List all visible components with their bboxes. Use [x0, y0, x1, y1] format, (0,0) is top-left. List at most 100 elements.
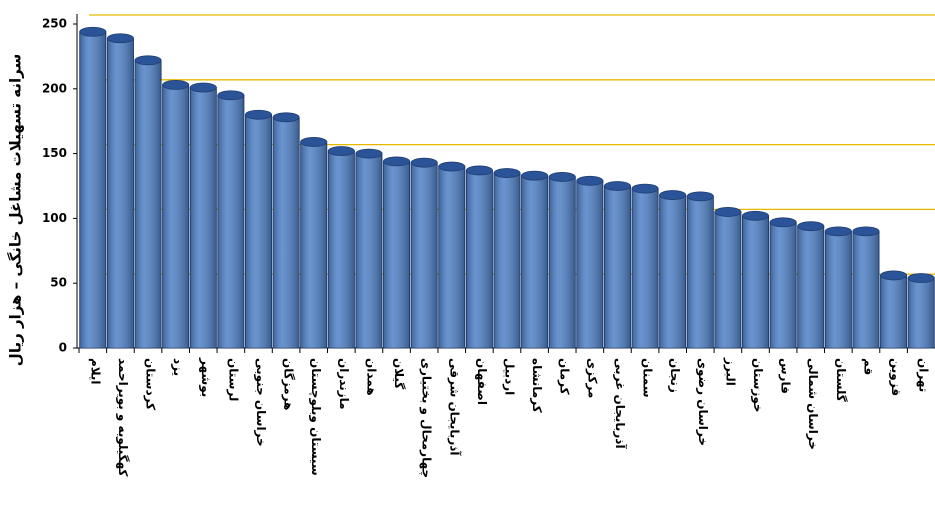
bar-top — [603, 181, 631, 191]
x-tick-label: بوشهر — [198, 357, 213, 397]
bar-shade — [383, 161, 410, 348]
x-tick-label: سمنان — [641, 358, 655, 398]
bar-shade — [466, 170, 493, 348]
bar-top — [217, 90, 245, 101]
bar-shade — [438, 166, 465, 348]
x-tick-label: خراسان شمالی — [806, 358, 820, 450]
bar-shade — [190, 87, 217, 348]
x-tick-label: همدان — [364, 358, 378, 396]
bar-top — [548, 172, 576, 182]
y-tick-label: 200 — [42, 81, 67, 95]
x-tick-label: اردبیل — [503, 358, 517, 395]
y-tick-label: 100 — [42, 211, 67, 225]
x-tick-label: قم — [861, 358, 875, 375]
x-tick-label: سیستان وبلوچستان — [308, 358, 323, 476]
bar-top — [521, 170, 549, 181]
bar-top — [907, 273, 935, 283]
x-tick-label: گلستان — [834, 358, 848, 402]
bar-top — [355, 148, 383, 159]
x-tick-label: اصفهان — [475, 358, 489, 405]
bar-shade — [576, 180, 603, 348]
bar-shade — [714, 211, 742, 348]
bar-shade — [659, 195, 686, 348]
bar-top — [686, 191, 714, 202]
bar-shade — [355, 153, 383, 348]
x-tick-label: گیلان — [392, 358, 406, 389]
bar-shade — [272, 117, 300, 348]
bar-top — [465, 165, 493, 176]
x-tick-label: خوزستان — [750, 358, 765, 413]
bar-top — [880, 270, 908, 281]
bar-shade — [300, 141, 327, 348]
bar-top — [244, 109, 272, 120]
bar-shade — [742, 215, 769, 348]
bar-top — [659, 190, 687, 200]
bar-top — [852, 226, 880, 237]
bar-shade — [549, 176, 576, 348]
bar-top — [134, 55, 162, 66]
bar-top — [797, 221, 825, 232]
bar-shade — [908, 278, 935, 348]
bar-top — [106, 33, 134, 44]
x-tick-label: آذربایجان غربی — [613, 358, 628, 449]
bar-shade — [825, 231, 852, 348]
bar-shade — [521, 175, 548, 348]
bar-shade — [79, 31, 106, 348]
x-tick-label: قزوین — [888, 358, 903, 396]
bar-shade — [245, 114, 272, 348]
x-tick-label: البرز — [723, 357, 737, 386]
bar-top — [769, 217, 797, 228]
x-tick-label: لرستان — [226, 358, 240, 401]
bar-shade — [770, 222, 797, 348]
bar-top — [438, 161, 466, 172]
x-tick-label: هرمزگان — [282, 358, 296, 410]
bar-top — [300, 137, 328, 147]
bar-top — [189, 82, 217, 93]
x-tick-label: یزد — [171, 358, 185, 376]
x-tick-label: آذربایجان شرقی — [447, 358, 462, 456]
bar-shade — [107, 38, 134, 348]
bar-top — [631, 183, 659, 194]
bar-top — [824, 226, 852, 237]
bar-shade — [493, 173, 521, 348]
y-tick-label: 250 — [42, 17, 67, 31]
bar-top — [383, 156, 411, 167]
x-tick-label: خراسان جنوبی — [253, 358, 268, 447]
bar-top — [272, 112, 300, 123]
bar-shade — [162, 84, 189, 349]
bar-shade — [604, 186, 631, 348]
x-tick-label: فارس — [779, 358, 793, 394]
x-tick-label: چهارمحال و بختیاری — [419, 358, 434, 478]
bar-top — [714, 207, 742, 217]
x-tick-label: کرمانشاه — [530, 358, 544, 413]
bar-shade — [411, 162, 438, 348]
bar-shade — [631, 188, 659, 348]
bar-shade — [880, 275, 907, 348]
bar-top — [79, 26, 107, 37]
y-axis-title: سرانه تسهیلات مشاغل خانگی – هزار ریال — [7, 54, 25, 366]
bar-shade — [797, 226, 824, 348]
bar-top — [493, 168, 521, 178]
bar-top — [410, 157, 438, 168]
x-tick-label: کهگیلویه و بویراحمد — [115, 358, 130, 477]
x-tick-label: مرکزی — [585, 358, 599, 398]
x-tick-label: تهران — [917, 358, 931, 392]
bar-shade — [687, 196, 714, 348]
bar-shade — [134, 60, 162, 349]
bar-top — [327, 146, 355, 156]
x-tick-label: کردستان — [144, 358, 158, 410]
y-tick-label: 50 — [50, 276, 67, 290]
bar-shade — [852, 231, 880, 348]
y-tick-label: 0 — [59, 341, 67, 355]
x-tick-label: خراسان رضوی — [695, 358, 710, 446]
x-tick-label: کرمان — [558, 358, 572, 395]
bar-shade — [217, 95, 244, 348]
bar-top — [576, 175, 604, 186]
x-tick-label: ایلام — [87, 358, 102, 385]
bar-shade — [328, 151, 355, 348]
x-tick-label: زنجان — [668, 358, 682, 393]
x-tick-label: مازندران — [337, 358, 351, 410]
y-tick-label: 150 — [42, 146, 67, 160]
bar-top — [741, 210, 770, 221]
